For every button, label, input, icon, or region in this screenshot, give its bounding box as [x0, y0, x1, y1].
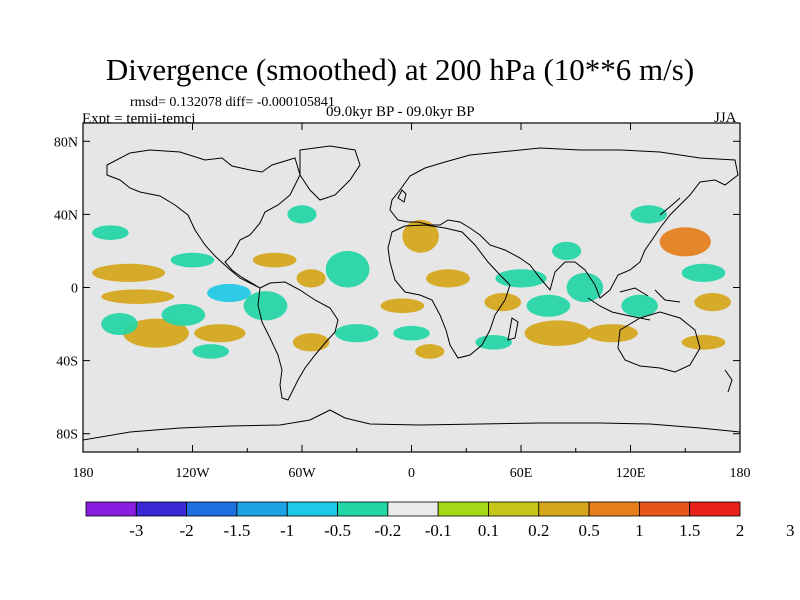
colorbar-swatch-7 [387, 501, 439, 517]
colorbar-label: -2 [180, 521, 194, 540]
anomaly-patch-12 [252, 252, 297, 268]
colorbar-swatch-2 [135, 501, 188, 517]
anomaly-patch-34 [681, 263, 726, 282]
colorbar-label: -0.5 [324, 521, 351, 540]
anomaly-patch-15 [292, 333, 330, 352]
season-label: JJA [714, 110, 737, 126]
colorbar-swatch-1 [85, 501, 137, 517]
colorbar-swatch-4 [236, 501, 288, 517]
coastline-new-zealand [724, 369, 733, 393]
anomaly-patch-36 [681, 335, 726, 350]
anomaly-patch-10 [192, 344, 230, 359]
anomaly-patch-2 [92, 263, 166, 282]
colorbar-swatch-6 [337, 501, 389, 517]
coastline-south-america [257, 281, 339, 401]
coastline-british-isles [397, 189, 407, 203]
colorbar-swatch-5 [286, 501, 338, 517]
lon-tick-label: 120E [616, 466, 646, 481]
coastline-indonesia [587, 287, 681, 321]
anomaly-patch-16 [325, 250, 370, 288]
anomaly-patch-9 [194, 324, 246, 343]
lat-tick-label: 80N [54, 135, 78, 150]
anomaly-patch-6 [161, 303, 206, 326]
colorbar-swatch-12 [638, 501, 691, 517]
colorbar-label: -3 [129, 521, 143, 540]
lon-tick-label: 120W [175, 466, 210, 481]
colorbar-label: -1.5 [223, 521, 250, 540]
anomaly-patch-29 [566, 272, 604, 303]
period-label: 09.0kyr BP - 09.0kyr BP [326, 104, 475, 120]
lon-tick-label: 60E [510, 466, 533, 481]
colorbar-swatch-13 [689, 501, 741, 517]
colorbar-label: 2 [736, 521, 745, 540]
anomaly-patch-32 [630, 205, 668, 224]
coastline-antarctica [83, 409, 740, 441]
lon-tick-label: 180 [73, 466, 94, 481]
coastline-greenland [299, 145, 361, 201]
lat-tick-label: 40S [56, 355, 78, 370]
anomaly-patch-18 [380, 298, 425, 314]
anomaly-patch-20 [402, 219, 439, 253]
anomaly-patch-19 [393, 325, 430, 341]
anomaly-patch-23 [484, 293, 522, 312]
coastline-europe-asia [389, 147, 739, 299]
lon-tick-label: 0 [408, 466, 415, 481]
anomaly-patch-35 [694, 293, 731, 312]
coastline-africa [387, 224, 511, 359]
plot-title: Divergence (smoothed) at 200 hPa (10**6 … [105, 52, 695, 87]
lon-tick-label: 180 [730, 466, 751, 481]
lat-tick-label: 80S [56, 428, 78, 443]
colorbar-swatch-11 [588, 501, 640, 517]
colorbar-label: 3 [786, 521, 795, 540]
map-background [83, 123, 740, 452]
coastline-madagascar [507, 317, 519, 341]
lat-tick-label: 40N [54, 208, 78, 223]
anomaly-patch-22 [415, 344, 445, 359]
coastline-australia [617, 311, 701, 373]
colorbar-swatch-3 [186, 501, 238, 517]
anomaly-patch-14 [287, 205, 317, 224]
anomaly-patch-5 [101, 313, 138, 336]
colorbar-label: -0.1 [425, 521, 452, 540]
anomaly-patch-28 [552, 241, 582, 261]
anomaly-patch-33 [659, 227, 711, 257]
map-axes: 80N 40N 0 40S 80S 180 120W 60W 0 60E 120E 180 [54, 123, 751, 481]
anomaly-patch-24 [475, 335, 512, 350]
stats-label: rmsd= 0.132078 diff= -0.000105841 [130, 95, 335, 110]
anomaly-patch-30 [586, 324, 638, 343]
anomaly-patch-3 [101, 289, 175, 304]
anomaly-patch-17 [334, 324, 379, 343]
coastlines [83, 145, 740, 441]
anomaly-patch-13 [296, 269, 326, 288]
anomaly-patch-1 [92, 225, 129, 240]
anomaly-patch-27 [524, 320, 591, 346]
anomaly-patch-7 [170, 252, 215, 268]
anomaly-patch-4 [123, 318, 189, 348]
lat-tick-label: 0 [71, 282, 78, 297]
anomaly-patch-26 [526, 294, 571, 317]
colorbar-label: 1 [635, 521, 644, 540]
colorbar-label: 0.2 [528, 521, 549, 540]
colorbar-label: 1.5 [679, 521, 700, 540]
colorbar-label: 0.1 [478, 521, 499, 540]
colorbar-swatch-10 [538, 501, 590, 517]
anomaly-patch-31 [621, 294, 658, 317]
colorbar-label: 0.5 [578, 521, 599, 540]
colorbar-swatch-8 [437, 501, 489, 517]
coastline-japan [659, 197, 681, 216]
anomaly-patch-21 [426, 269, 470, 288]
colorbar-label: -1 [280, 521, 294, 540]
anomaly-patch-8 [207, 283, 251, 303]
lon-tick-label: 60W [288, 466, 316, 481]
colorbar-label: -0.2 [374, 521, 401, 540]
anomaly-patch-11 [243, 291, 288, 321]
colorbar-swatch-9 [488, 501, 540, 517]
anomaly-field [92, 205, 731, 359]
coastline-north-america [106, 149, 301, 289]
